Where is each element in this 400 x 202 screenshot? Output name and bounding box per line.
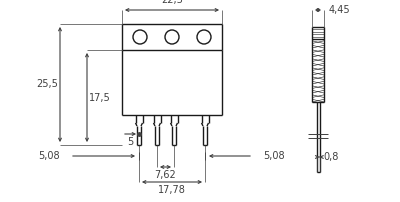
Text: 4,45: 4,45 — [329, 5, 351, 15]
Text: 22,5: 22,5 — [161, 0, 183, 5]
Text: 0,8: 0,8 — [324, 152, 339, 162]
Text: 5,08: 5,08 — [38, 151, 60, 161]
Text: 25,5: 25,5 — [36, 80, 58, 89]
Text: 7,62: 7,62 — [155, 170, 176, 180]
Text: 17,78: 17,78 — [158, 185, 186, 195]
Text: 5: 5 — [127, 137, 134, 147]
Text: 5,08: 5,08 — [263, 151, 285, 161]
Text: 17,5: 17,5 — [89, 93, 111, 102]
